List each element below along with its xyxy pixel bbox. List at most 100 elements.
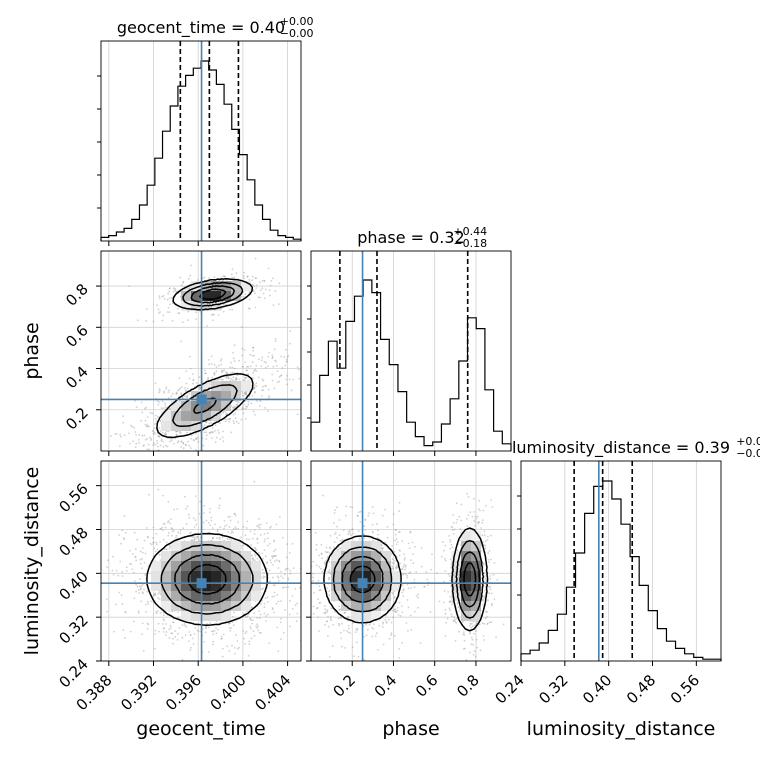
sample-point bbox=[351, 646, 354, 649]
sample-point bbox=[194, 519, 197, 521]
sample-point bbox=[392, 523, 395, 526]
sample-point bbox=[256, 400, 258, 402]
sample-point bbox=[261, 280, 264, 282]
sample-point bbox=[375, 632, 378, 635]
y-tick-label: 0.8 bbox=[62, 280, 92, 310]
sample-point bbox=[268, 569, 271, 572]
density-cell bbox=[171, 411, 181, 421]
sample-point bbox=[175, 391, 178, 394]
sample-point bbox=[449, 540, 452, 543]
density-cell bbox=[191, 291, 201, 301]
sample-point bbox=[328, 578, 330, 581]
sample-point bbox=[222, 411, 224, 414]
sample-point bbox=[188, 517, 191, 519]
sample-point bbox=[230, 431, 233, 434]
sample-point bbox=[347, 624, 350, 627]
sample-point bbox=[406, 574, 408, 577]
sample-point bbox=[133, 531, 136, 534]
sample-point bbox=[364, 529, 367, 531]
sample-point bbox=[295, 599, 297, 601]
sample-point bbox=[144, 407, 146, 410]
sample-point bbox=[166, 298, 169, 301]
sample-point bbox=[179, 276, 182, 279]
sample-point bbox=[195, 437, 197, 440]
sample-point bbox=[475, 638, 478, 641]
sample-point bbox=[313, 591, 315, 594]
sample-point bbox=[227, 377, 230, 379]
sample-point bbox=[340, 617, 343, 619]
sample-point bbox=[391, 609, 394, 612]
sample-point bbox=[385, 621, 388, 623]
sample-point bbox=[144, 573, 147, 576]
sample-point bbox=[333, 533, 336, 536]
sample-point bbox=[165, 623, 167, 625]
sample-point bbox=[124, 611, 126, 613]
sample-point bbox=[288, 342, 291, 345]
sample-point bbox=[178, 430, 181, 433]
sample-point bbox=[392, 592, 395, 595]
sample-point bbox=[301, 599, 303, 601]
y-tick-label: 0.40 bbox=[55, 567, 91, 603]
sample-point bbox=[166, 445, 169, 448]
sample-point bbox=[393, 600, 395, 603]
sample-point bbox=[465, 658, 468, 661]
sample-point bbox=[155, 420, 158, 423]
sample-point bbox=[459, 528, 462, 530]
sample-point bbox=[312, 580, 314, 582]
sample-point bbox=[241, 366, 244, 368]
sample-point bbox=[447, 573, 450, 575]
sample-point bbox=[247, 373, 250, 375]
sample-point bbox=[165, 548, 168, 551]
sample-point bbox=[167, 521, 169, 524]
sample-point bbox=[483, 572, 486, 575]
sample-point bbox=[141, 584, 144, 587]
sample-point bbox=[277, 600, 280, 603]
sample-point bbox=[117, 478, 119, 480]
sample-point bbox=[172, 530, 175, 532]
x-tick-label: 0.392 bbox=[117, 671, 160, 714]
sample-point bbox=[469, 651, 471, 654]
sample-point bbox=[322, 494, 324, 497]
sample-point bbox=[275, 602, 278, 605]
sample-point bbox=[150, 437, 153, 440]
sample-point bbox=[157, 488, 160, 491]
sample-point bbox=[243, 403, 245, 406]
sample-point bbox=[336, 536, 338, 539]
sample-point bbox=[296, 366, 299, 369]
sample-point bbox=[140, 567, 143, 570]
sample-point bbox=[277, 576, 280, 579]
sample-point bbox=[474, 624, 476, 627]
sample-point bbox=[403, 553, 406, 556]
sample-point bbox=[193, 526, 196, 528]
sample-point bbox=[270, 280, 273, 282]
sample-point bbox=[170, 527, 173, 529]
sample-point bbox=[138, 612, 140, 614]
sample-point bbox=[448, 575, 451, 577]
sample-point bbox=[256, 617, 259, 619]
sample-point bbox=[209, 679, 211, 681]
sample-point bbox=[216, 530, 219, 533]
sample-point bbox=[173, 290, 175, 293]
sample-point bbox=[249, 530, 252, 533]
title-sub: −0.05 bbox=[736, 447, 760, 460]
sample-point bbox=[205, 372, 207, 375]
sample-point bbox=[215, 632, 218, 635]
sample-point bbox=[481, 522, 484, 524]
sample-point bbox=[427, 584, 429, 586]
sample-point bbox=[316, 606, 319, 609]
sample-point bbox=[142, 592, 145, 595]
sample-point bbox=[333, 546, 335, 549]
sample-point bbox=[482, 598, 485, 601]
sample-point bbox=[190, 264, 193, 267]
sample-point bbox=[132, 571, 135, 574]
sample-point bbox=[320, 567, 322, 570]
sample-point bbox=[401, 568, 404, 570]
density-panel-phase-luminosity_distance: 0.2 0.4 0.6 0.8 bbox=[295, 460, 512, 701]
sample-point bbox=[294, 588, 297, 590]
sample-point bbox=[275, 555, 277, 557]
sample-point bbox=[255, 382, 258, 385]
sample-point bbox=[174, 630, 177, 632]
sample-point bbox=[409, 614, 412, 617]
sample-point bbox=[409, 530, 412, 533]
sample-point bbox=[253, 634, 256, 637]
